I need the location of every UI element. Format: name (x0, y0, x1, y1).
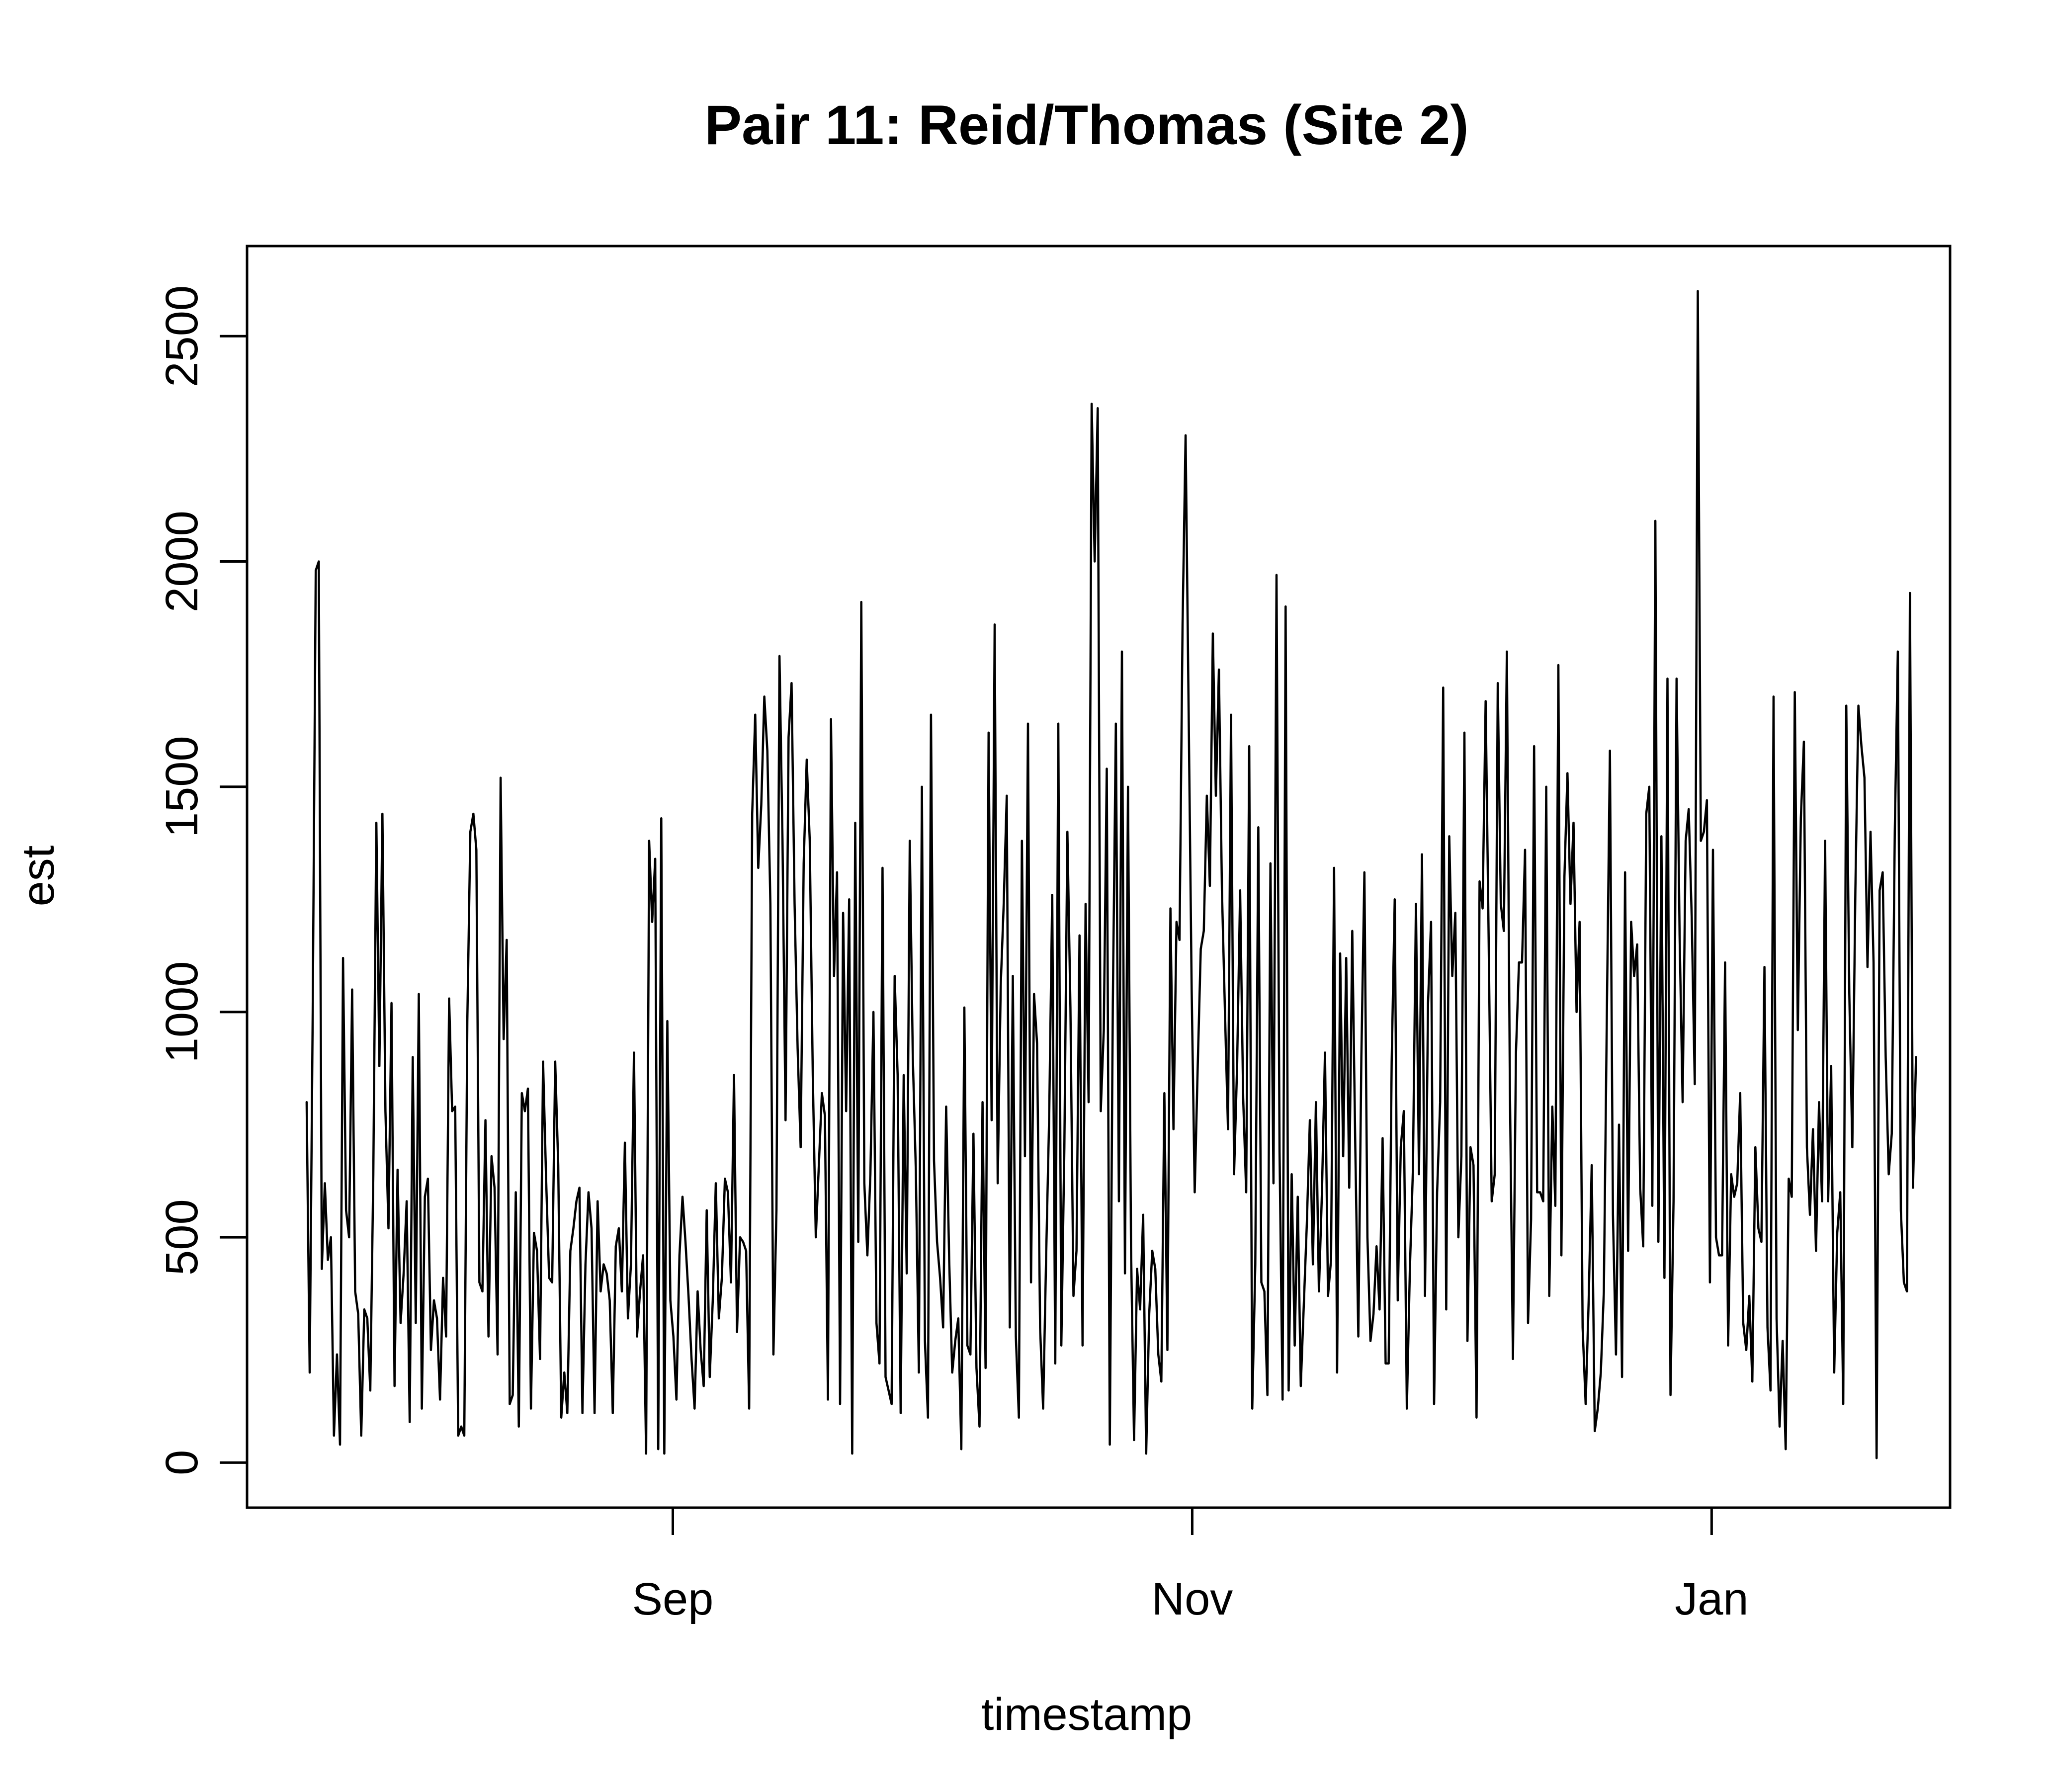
plot-frame (246, 245, 1952, 1509)
y-tick-label: 1500 (157, 736, 207, 838)
x-axis-label: timestamp (981, 1689, 1192, 1740)
x-axis: Sep Nov Jan (632, 1508, 1749, 1624)
x-tick-label: Sep (632, 1574, 714, 1624)
x-tick-label: Nov (1152, 1574, 1233, 1624)
y-tick-label: 500 (157, 1199, 207, 1276)
y-axis-label: est (13, 846, 64, 907)
series-line (305, 290, 1917, 1459)
y-tick-label: 2500 (157, 285, 207, 387)
y-tick-label: 0 (157, 1450, 207, 1475)
y-tick-label: 1000 (157, 961, 207, 1063)
x-tick-label: Jan (1675, 1574, 1748, 1624)
y-axis: 0 500 1000 1500 2000 2500 (157, 285, 247, 1475)
chart-title: Pair 11: Reid/Thomas (Site 2) (704, 94, 1468, 156)
y-tick-label: 2000 (157, 511, 207, 612)
